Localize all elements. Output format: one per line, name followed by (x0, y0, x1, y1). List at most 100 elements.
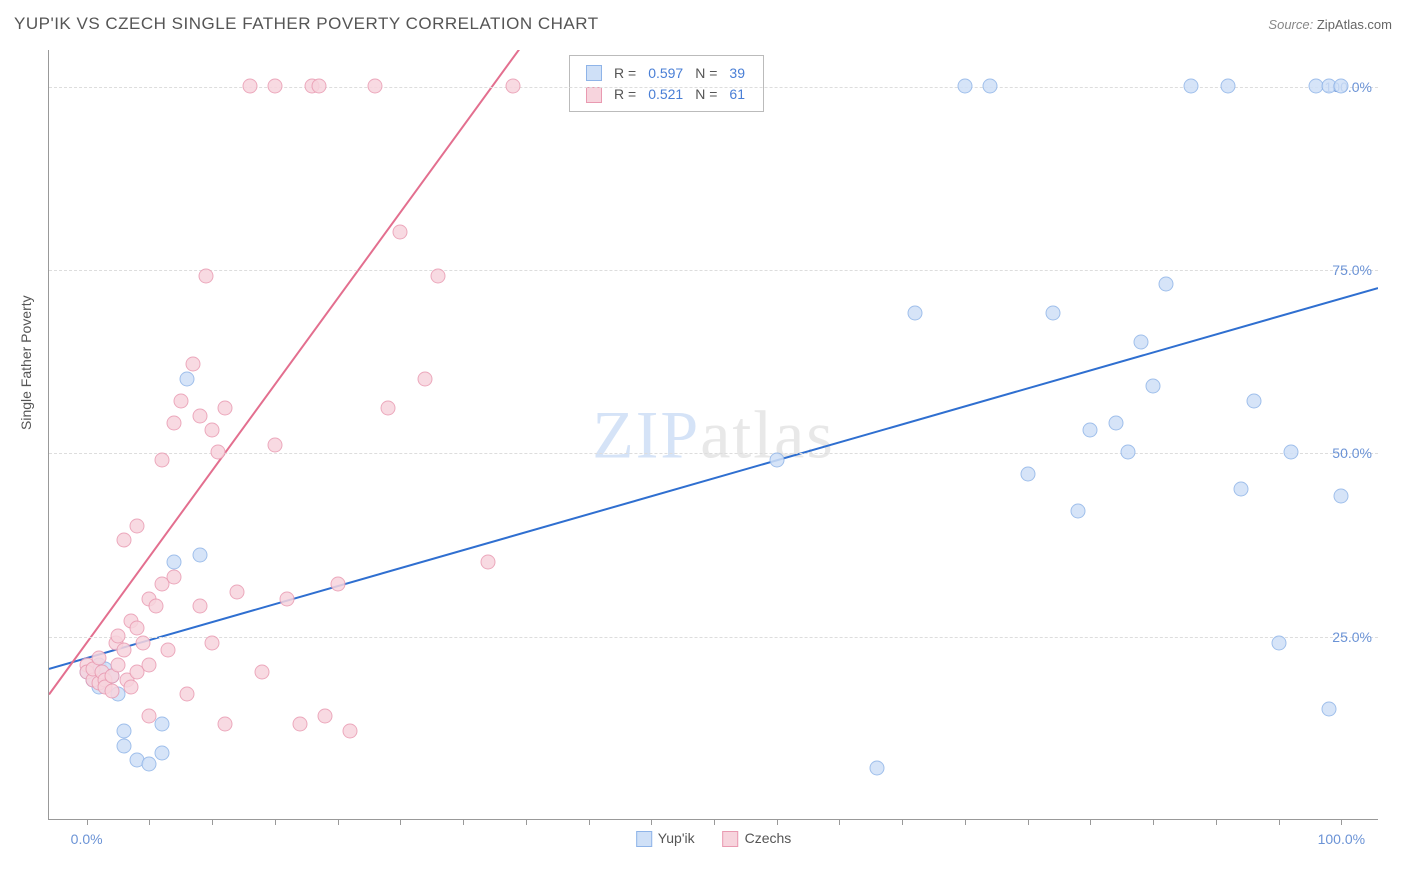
source-attribution: Source: ZipAtlas.com (1268, 17, 1392, 32)
data-point (506, 78, 521, 93)
data-point (136, 636, 151, 651)
stats-row: R =0.597N =39 (580, 62, 751, 83)
data-point (1121, 445, 1136, 460)
data-point (1133, 335, 1148, 350)
data-point (957, 78, 972, 93)
x-tick-label: 100.0% (1318, 831, 1365, 847)
data-point (154, 746, 169, 761)
data-point (983, 78, 998, 93)
y-axis-title: Single Father Poverty (18, 295, 34, 430)
data-point (167, 555, 182, 570)
data-point (211, 445, 226, 460)
data-point (430, 269, 445, 284)
data-point (1221, 78, 1236, 93)
x-tick (1279, 819, 1280, 825)
legend-swatch (636, 831, 652, 847)
data-point (167, 570, 182, 585)
data-point (192, 408, 207, 423)
x-tick (714, 819, 715, 825)
data-point (148, 599, 163, 614)
data-point (1233, 482, 1248, 497)
data-point (1083, 423, 1098, 438)
data-point (230, 584, 245, 599)
gridline-h (49, 637, 1378, 638)
y-tick-label: 75.0% (1332, 262, 1372, 278)
data-point (117, 643, 132, 658)
stats-r-label: R = (608, 62, 642, 83)
x-tick (839, 819, 840, 825)
data-point (1045, 306, 1060, 321)
x-tick (651, 819, 652, 825)
data-point (129, 621, 144, 636)
data-point (1158, 276, 1173, 291)
data-point (161, 643, 176, 658)
x-tick (212, 819, 213, 825)
data-point (154, 452, 169, 467)
data-point (117, 724, 132, 739)
data-point (167, 416, 182, 431)
x-tick (338, 819, 339, 825)
chart-title: YUP'IK VS CZECH SINGLE FATHER POVERTY CO… (14, 14, 599, 34)
data-point (1183, 78, 1198, 93)
legend-label: Czechs (745, 830, 792, 846)
data-point (280, 592, 295, 607)
scatter-plot: ZIPatlas R =0.597N =39R =0.521N =61 Yup'… (48, 50, 1378, 820)
data-point (1284, 445, 1299, 460)
data-point (330, 577, 345, 592)
data-point (870, 760, 885, 775)
data-point (129, 518, 144, 533)
data-point (104, 683, 119, 698)
gridline-h (49, 270, 1378, 271)
legend-item: Czechs (723, 830, 792, 847)
data-point (123, 680, 138, 695)
stats-n-value: 39 (723, 62, 751, 83)
data-point (1271, 636, 1286, 651)
trend-lines-layer (49, 50, 1378, 819)
x-tick (902, 819, 903, 825)
data-point (192, 599, 207, 614)
data-point (142, 709, 157, 724)
data-point (267, 438, 282, 453)
data-point (154, 716, 169, 731)
x-tick (275, 819, 276, 825)
stats-r-value: 0.597 (642, 62, 689, 83)
data-point (142, 658, 157, 673)
data-point (418, 372, 433, 387)
data-point (142, 757, 157, 772)
x-tick (777, 819, 778, 825)
data-point (192, 548, 207, 563)
data-point (267, 78, 282, 93)
data-point (1020, 467, 1035, 482)
legend-swatch (723, 831, 739, 847)
x-tick (149, 819, 150, 825)
data-point (1334, 78, 1349, 93)
trend-line (49, 288, 1378, 669)
data-point (318, 709, 333, 724)
data-point (481, 555, 496, 570)
data-point (217, 716, 232, 731)
data-point (186, 357, 201, 372)
watermark-atlas: atlas (700, 396, 835, 472)
legend-swatch (586, 65, 602, 81)
data-point (1108, 416, 1123, 431)
data-point (180, 372, 195, 387)
data-point (242, 78, 257, 93)
data-point (1334, 489, 1349, 504)
data-point (1246, 394, 1261, 409)
data-point (368, 78, 383, 93)
data-point (311, 78, 326, 93)
x-tick (1153, 819, 1154, 825)
data-point (393, 225, 408, 240)
x-tick (87, 819, 88, 825)
x-tick (463, 819, 464, 825)
data-point (111, 628, 126, 643)
legend-label: Yup'ik (658, 830, 695, 846)
data-point (173, 394, 188, 409)
watermark-zip: ZIP (592, 396, 700, 472)
data-point (92, 650, 107, 665)
data-point (292, 716, 307, 731)
stats-n-label: N = (689, 62, 723, 83)
x-tick (1216, 819, 1217, 825)
x-tick (1341, 819, 1342, 825)
data-point (1146, 379, 1161, 394)
